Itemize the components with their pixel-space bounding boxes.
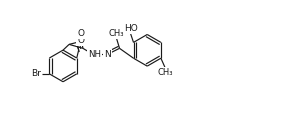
Text: N: N — [104, 50, 111, 59]
Text: O: O — [77, 29, 84, 38]
Text: Br: Br — [32, 69, 41, 78]
Text: O: O — [77, 36, 84, 45]
Text: NH: NH — [88, 50, 101, 59]
Text: CH₃: CH₃ — [157, 68, 173, 77]
Text: HO: HO — [124, 24, 138, 33]
Text: CH₃: CH₃ — [109, 29, 124, 38]
